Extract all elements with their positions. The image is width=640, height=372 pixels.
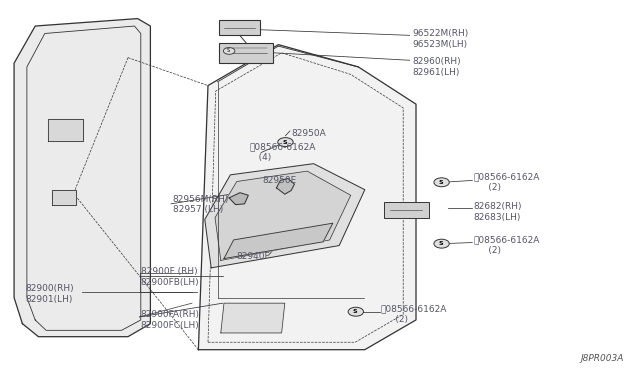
Polygon shape bbox=[224, 223, 333, 259]
Circle shape bbox=[434, 239, 449, 248]
Circle shape bbox=[223, 48, 235, 54]
Text: 82900FA(RH)
82900FC(LH): 82900FA(RH) 82900FC(LH) bbox=[141, 310, 200, 330]
Text: 82956M(RH)
82957 (LH): 82956M(RH) 82957 (LH) bbox=[173, 195, 229, 214]
Text: 96522M(RH)
96523M(LH): 96522M(RH) 96523M(LH) bbox=[413, 29, 469, 49]
Polygon shape bbox=[48, 119, 83, 141]
Bar bbox=[384, 202, 429, 218]
Text: 82960(RH)
82961(LH): 82960(RH) 82961(LH) bbox=[413, 57, 461, 77]
Text: 82950E: 82950E bbox=[262, 176, 297, 185]
Text: Ⓢ08566-6162A
     (2): Ⓢ08566-6162A (2) bbox=[474, 236, 540, 255]
Text: J8PR003A: J8PR003A bbox=[580, 354, 624, 363]
Text: Ⓢ08566-6162A
     (2): Ⓢ08566-6162A (2) bbox=[474, 173, 540, 192]
Polygon shape bbox=[205, 164, 365, 268]
Text: Ⓢ08566-6162A
   (4): Ⓢ08566-6162A (4) bbox=[250, 143, 316, 162]
Text: S: S bbox=[227, 48, 230, 54]
Polygon shape bbox=[221, 303, 285, 333]
Polygon shape bbox=[276, 179, 294, 194]
Bar bbox=[219, 43, 273, 63]
Text: S: S bbox=[282, 140, 287, 145]
Text: 82900(RH)
82901(LH): 82900(RH) 82901(LH) bbox=[26, 284, 74, 304]
Text: Ⓢ08566-6162A
     (2): Ⓢ08566-6162A (2) bbox=[381, 305, 447, 324]
Circle shape bbox=[348, 307, 364, 316]
Text: 82940F: 82940F bbox=[237, 252, 271, 261]
Polygon shape bbox=[14, 19, 150, 337]
Text: 82682(RH)
82683(LH): 82682(RH) 82683(LH) bbox=[474, 202, 522, 222]
Circle shape bbox=[278, 138, 293, 147]
Text: S: S bbox=[438, 180, 444, 185]
Polygon shape bbox=[229, 193, 248, 205]
Text: S: S bbox=[353, 309, 358, 314]
Circle shape bbox=[434, 178, 449, 187]
Text: 82900F (RH)
82900FB(LH): 82900F (RH) 82900FB(LH) bbox=[141, 267, 200, 287]
Text: 82950A: 82950A bbox=[291, 129, 326, 138]
Text: S: S bbox=[438, 241, 444, 246]
Polygon shape bbox=[52, 190, 76, 205]
Polygon shape bbox=[198, 45, 416, 350]
Bar bbox=[219, 20, 260, 35]
Polygon shape bbox=[215, 171, 351, 260]
